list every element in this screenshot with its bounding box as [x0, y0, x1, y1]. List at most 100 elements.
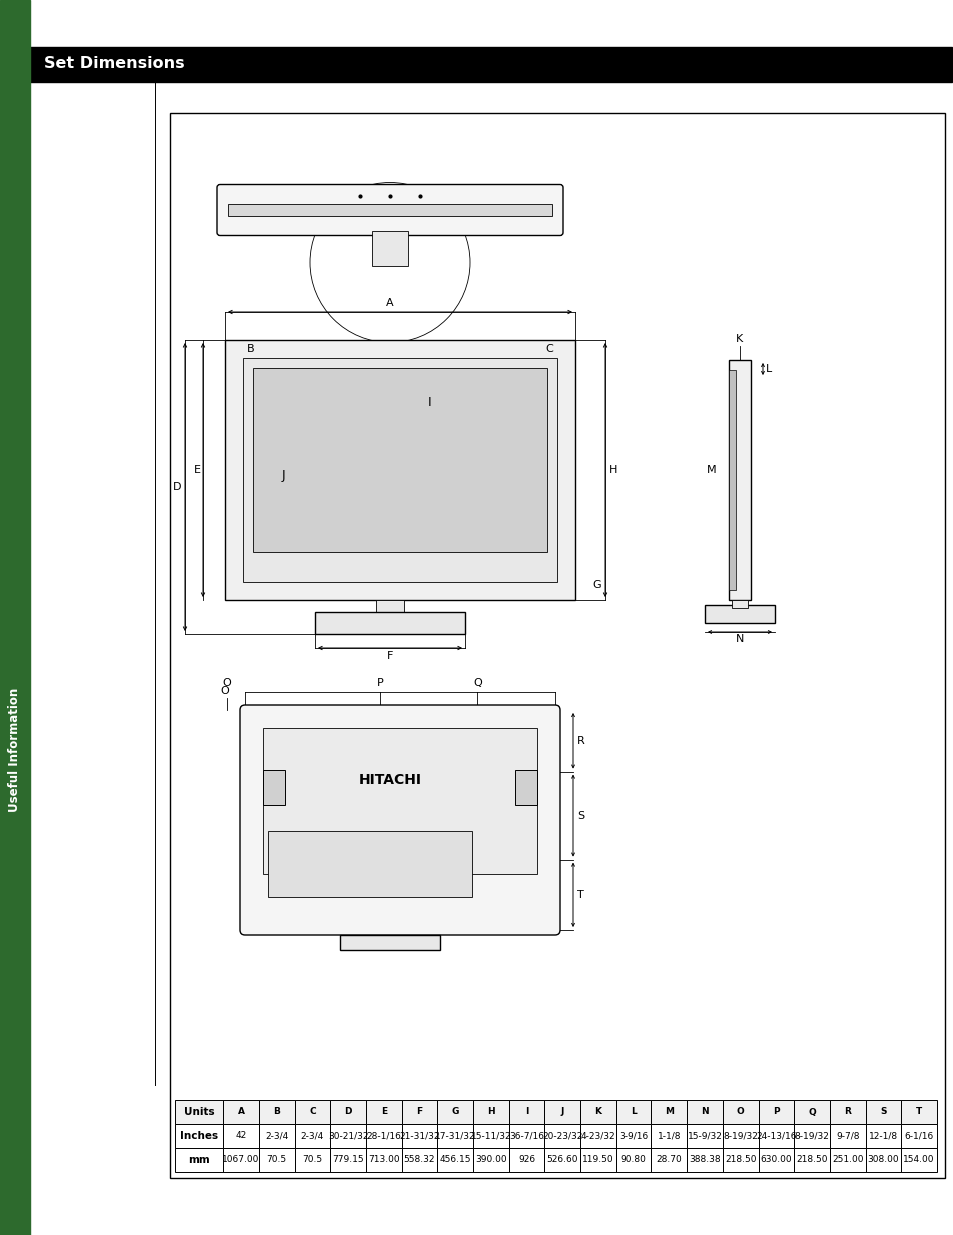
- Text: O: O: [222, 678, 232, 688]
- Text: D: D: [172, 482, 181, 492]
- Bar: [473, 1100, 508, 1124]
- Bar: [544, 1100, 579, 1124]
- Text: Set Dimensions: Set Dimensions: [44, 57, 185, 72]
- Text: M: M: [706, 466, 717, 475]
- Text: L: L: [765, 364, 771, 374]
- Bar: [366, 1149, 401, 1172]
- Text: 28-1/16: 28-1/16: [366, 1131, 401, 1140]
- Bar: [515, 769, 537, 805]
- Bar: [225, 340, 575, 600]
- Bar: [544, 1124, 579, 1149]
- Bar: [728, 370, 736, 590]
- Bar: [436, 1100, 473, 1124]
- Bar: [686, 1124, 722, 1149]
- Bar: [30, 47, 951, 82]
- Bar: [728, 359, 750, 600]
- Bar: [473, 1124, 508, 1149]
- Bar: [864, 1149, 901, 1172]
- Text: 526.60: 526.60: [546, 1156, 578, 1165]
- Text: 154.00: 154.00: [902, 1156, 934, 1165]
- Bar: [651, 1149, 686, 1172]
- Bar: [366, 1124, 401, 1149]
- Bar: [473, 1149, 508, 1172]
- Text: B: B: [247, 345, 254, 354]
- Text: 251.00: 251.00: [831, 1156, 862, 1165]
- Text: 1067.00: 1067.00: [222, 1156, 259, 1165]
- Text: 6-1/16: 6-1/16: [903, 1131, 933, 1140]
- Text: N: N: [735, 634, 743, 643]
- Bar: [401, 1124, 436, 1149]
- Text: 308.00: 308.00: [866, 1156, 899, 1165]
- Text: P: P: [772, 1108, 779, 1116]
- Bar: [330, 1149, 366, 1172]
- Text: Useful Information: Useful Information: [9, 688, 22, 813]
- Text: T: T: [577, 889, 583, 900]
- Text: S: S: [577, 810, 583, 820]
- Bar: [758, 1149, 794, 1172]
- Bar: [901, 1149, 936, 1172]
- Text: 30-21/32: 30-21/32: [328, 1131, 368, 1140]
- Text: R: R: [843, 1108, 850, 1116]
- Bar: [174, 1149, 223, 1172]
- Bar: [174, 1100, 223, 1124]
- Text: S: S: [880, 1108, 885, 1116]
- Text: mm: mm: [188, 1155, 210, 1165]
- Bar: [330, 1124, 366, 1149]
- Text: 15-9/32: 15-9/32: [687, 1131, 721, 1140]
- Text: 70.5: 70.5: [267, 1156, 287, 1165]
- Bar: [436, 1124, 473, 1149]
- Text: 558.32: 558.32: [403, 1156, 435, 1165]
- Text: 17-31/32: 17-31/32: [435, 1131, 475, 1140]
- Bar: [366, 1100, 401, 1124]
- Text: 630.00: 630.00: [760, 1156, 791, 1165]
- Text: A: A: [237, 1108, 244, 1116]
- Text: O: O: [220, 685, 229, 697]
- Text: H: H: [608, 466, 617, 475]
- Bar: [253, 368, 546, 552]
- Text: 36-7/16: 36-7/16: [509, 1131, 543, 1140]
- Text: 926: 926: [517, 1156, 535, 1165]
- Text: J: J: [560, 1108, 563, 1116]
- Text: E: E: [380, 1108, 387, 1116]
- Bar: [314, 613, 464, 634]
- Bar: [651, 1124, 686, 1149]
- Text: K: K: [736, 333, 742, 345]
- FancyBboxPatch shape: [240, 705, 559, 935]
- Bar: [901, 1100, 936, 1124]
- Text: 4-23/32: 4-23/32: [580, 1131, 615, 1140]
- Text: 90.80: 90.80: [620, 1156, 646, 1165]
- Text: Inches: Inches: [180, 1131, 218, 1141]
- Text: Q: Q: [807, 1108, 815, 1116]
- Bar: [263, 727, 537, 874]
- Text: 456.15: 456.15: [439, 1156, 471, 1165]
- Text: F: F: [386, 651, 393, 661]
- Bar: [375, 600, 403, 613]
- Bar: [258, 1124, 294, 1149]
- Text: 28.70: 28.70: [656, 1156, 681, 1165]
- Bar: [722, 1149, 758, 1172]
- Bar: [263, 769, 285, 805]
- Bar: [223, 1149, 258, 1172]
- Bar: [0, 0, 30, 1235]
- Bar: [615, 1100, 651, 1124]
- Text: 713.00: 713.00: [368, 1156, 399, 1165]
- Text: 21-31/32: 21-31/32: [398, 1131, 439, 1140]
- Text: Units: Units: [184, 1107, 214, 1116]
- Text: O: O: [736, 1108, 743, 1116]
- Text: N: N: [700, 1108, 708, 1116]
- Text: T: T: [915, 1108, 922, 1116]
- Bar: [372, 231, 408, 266]
- Bar: [258, 1149, 294, 1172]
- Bar: [794, 1124, 829, 1149]
- Text: 390.00: 390.00: [475, 1156, 506, 1165]
- Text: 779.15: 779.15: [332, 1156, 363, 1165]
- Text: 15-11/32: 15-11/32: [470, 1131, 511, 1140]
- Bar: [722, 1124, 758, 1149]
- Bar: [615, 1124, 651, 1149]
- Bar: [268, 831, 472, 897]
- Text: 119.50: 119.50: [581, 1156, 613, 1165]
- Bar: [829, 1100, 864, 1124]
- Bar: [704, 605, 774, 622]
- Bar: [829, 1124, 864, 1149]
- Text: 8-19/32: 8-19/32: [794, 1131, 829, 1140]
